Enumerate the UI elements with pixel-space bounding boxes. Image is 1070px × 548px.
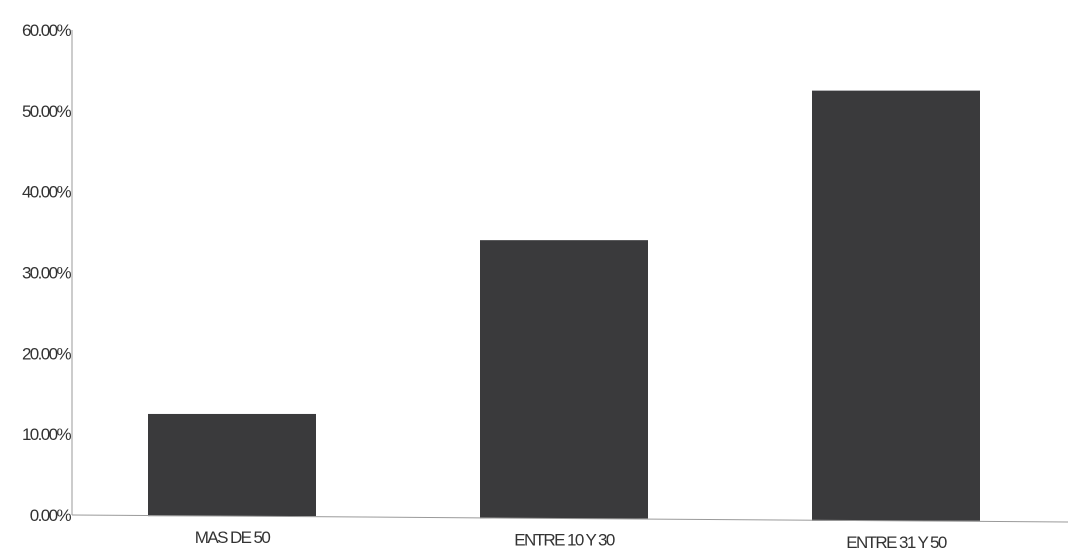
x-axis-line: [71, 514, 1069, 523]
y-axis: 0.00% 10.00% 20.00% 30.00% 40.00% 50.00% 60.00…: [22, 21, 73, 525]
y-tick-label: 30.00%: [22, 264, 72, 283]
bar-2: [812, 90, 980, 521]
y-tick-label: 0.00%: [30, 506, 72, 525]
bars: [148, 90, 980, 521]
y-tick-label: 10.00%: [22, 425, 72, 444]
y-tick-label: 60.00%: [22, 21, 72, 40]
x-category-label: ENTRE 10 Y 30: [514, 530, 615, 548]
y-tick-label: 50.00%: [22, 102, 72, 121]
bar-0: [148, 413, 316, 517]
x-category-label: MAS DE 50: [195, 528, 271, 547]
x-category-label: ENTRE 31 Y 50: [846, 533, 947, 548]
bar-1: [480, 240, 648, 519]
y-tick-label: 20.00%: [22, 344, 72, 363]
x-axis: MAS DE 50 ENTRE 10 Y 30 ENTRE 31 Y 50: [71, 514, 1069, 548]
y-tick-label: 40.00%: [22, 183, 72, 202]
